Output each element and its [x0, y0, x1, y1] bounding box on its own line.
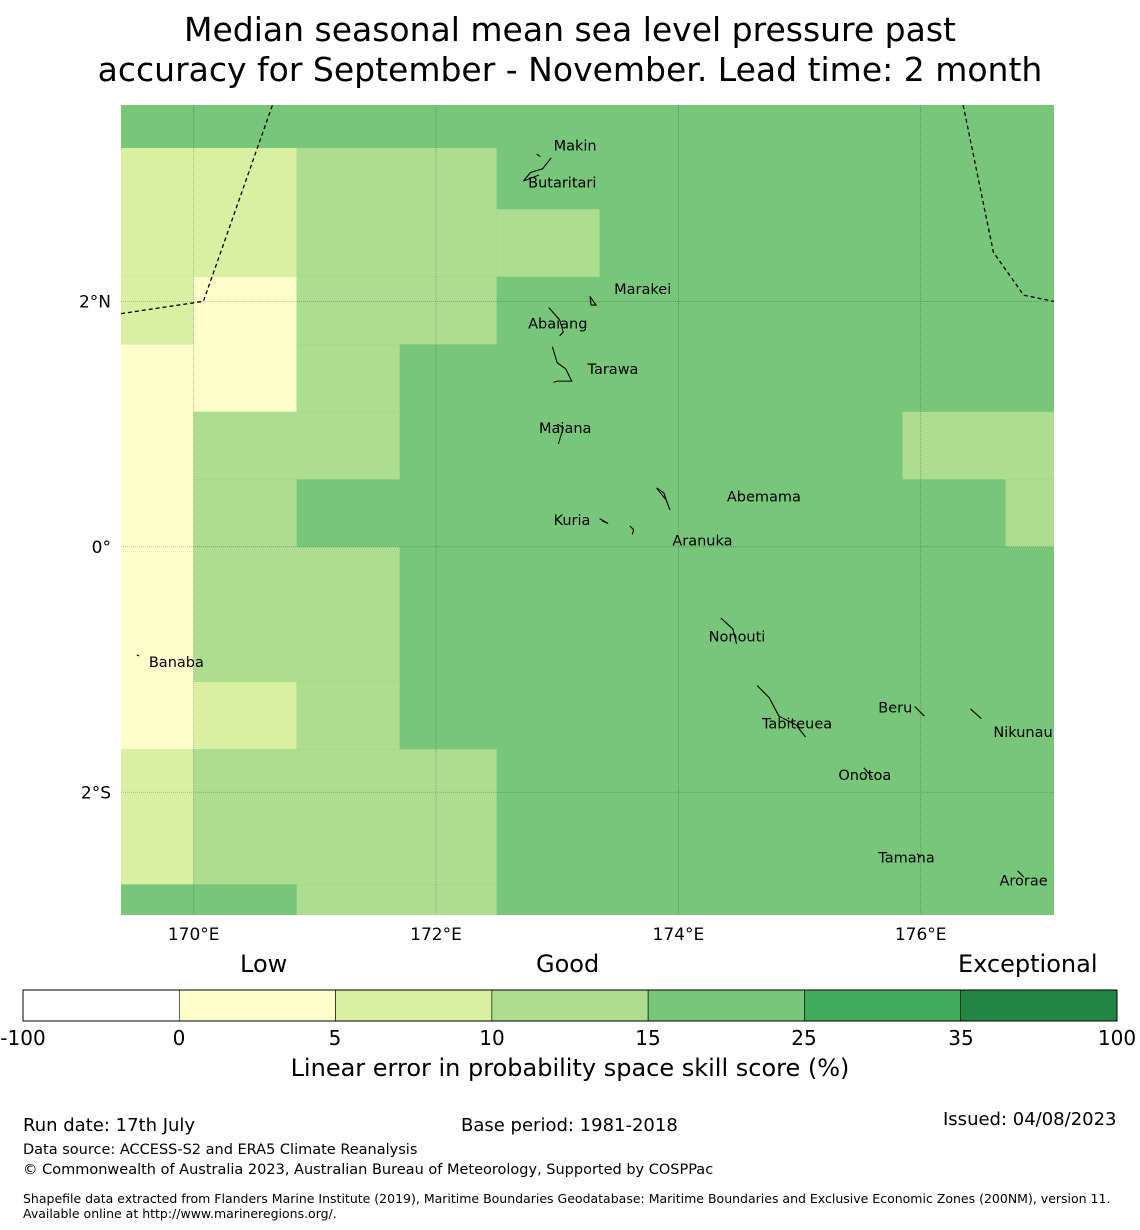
island-outline	[1017, 870, 1025, 878]
colorbar-segment	[335, 989, 493, 1022]
issued-date: Issued: 04/08/2023	[943, 1109, 1117, 1130]
grid-cell	[296, 344, 400, 412]
colorbar-frame	[22, 989, 1118, 1022]
copyright-notice: © Commonwealth of Australia 2023, Austra…	[23, 1162, 714, 1178]
island-label: Marakei	[614, 282, 671, 298]
island-outline	[599, 518, 609, 525]
grid-cell	[193, 749, 497, 885]
x-tick-label: 176°E	[895, 925, 947, 945]
grid-cell	[121, 344, 194, 750]
base-period: Base period: 1981-2018	[461, 1115, 678, 1136]
island-outline	[589, 296, 598, 306]
island-label: Maiana	[539, 421, 591, 437]
island-label: Tarawa	[587, 362, 639, 378]
grid-cell	[296, 276, 497, 345]
island-outline	[551, 346, 573, 383]
colorbar-tick-label: 5	[328, 1026, 342, 1050]
colorbar-segment	[491, 989, 649, 1022]
grid-cell	[193, 276, 297, 412]
grid-cell	[296, 681, 400, 750]
island-label: Beru	[878, 701, 912, 717]
grid-cell	[121, 749, 194, 885]
y-tick-label: 0°	[92, 538, 111, 558]
colorbar-segment	[960, 989, 1118, 1022]
colorbar-tick-label: -100	[0, 1026, 46, 1050]
island-outline	[522, 157, 552, 182]
eez-boundary-line	[962, 104, 1055, 303]
title-line-1: Median seasonal mean sea level pressure …	[184, 10, 956, 49]
colorbar-tick-label: 15	[635, 1026, 661, 1050]
island-label: Nonouti	[709, 629, 766, 645]
data-source: Data source: ACCESS-S2 and ERA5 Climate …	[23, 1142, 418, 1158]
shapefile-credit: Shapefile data extracted from Flanders M…	[23, 1191, 1111, 1221]
grid-cell	[296, 147, 497, 277]
island-outline	[916, 853, 922, 858]
x-tick-label: 172°E	[410, 925, 462, 945]
grid-cell	[193, 411, 400, 480]
x-tick-label: 174°E	[653, 925, 705, 945]
colorbar-tick-label: 0	[172, 1026, 186, 1050]
grid-cell	[496, 209, 600, 277]
colorbar-segment	[22, 989, 180, 1022]
grid-cell	[902, 411, 1054, 480]
island-outline	[629, 525, 635, 535]
grid-cell	[193, 479, 297, 547]
legend-exceptional-label: Exceptional	[958, 950, 1098, 978]
colorbar-segment	[178, 989, 336, 1022]
island-outline	[136, 654, 140, 657]
island-label: Tabiteuea	[761, 717, 832, 733]
island-label: Makin	[554, 139, 597, 155]
colorbar-tick-label: 100	[1097, 1026, 1137, 1050]
island-outline	[863, 767, 873, 778]
island-outline	[720, 617, 738, 644]
island-outline	[656, 487, 671, 511]
y-tick-label: 2°S	[81, 783, 111, 803]
island-label: Arorae	[999, 874, 1047, 890]
island-outline	[548, 307, 564, 337]
island-label: Banaba	[149, 655, 204, 671]
grid-cell	[193, 681, 297, 750]
island-label: Onotoa	[838, 768, 891, 784]
grid-cell	[121, 147, 297, 277]
colorbar-tick-label: 35	[948, 1026, 974, 1050]
colorbar-tick-label: 10	[479, 1026, 505, 1050]
island-outline	[756, 685, 807, 738]
island-outline	[970, 708, 982, 720]
island-label: Tamana	[877, 850, 934, 866]
grid-cell	[296, 884, 497, 915]
island-label: Butaritari	[528, 175, 596, 191]
run-date: Run date: 17th July	[23, 1115, 196, 1136]
y-tick-label: 2°N	[79, 292, 111, 312]
colorbar-title: Linear error in probability space skill …	[290, 1054, 850, 1082]
island-outline	[914, 705, 925, 717]
island-label: Abaiang	[528, 316, 587, 332]
colorbar-segment	[804, 989, 962, 1022]
grid-cell	[193, 546, 400, 682]
colorbar-segment	[647, 989, 805, 1022]
grid-cell	[121, 276, 194, 345]
island-label: Kuria	[554, 513, 591, 529]
island-outline	[556, 423, 564, 444]
chart-title: Median seasonal mean sea level pressure …	[0, 10, 1140, 90]
island-label: Abemama	[727, 490, 801, 506]
colorbar-tick-label: 25	[791, 1026, 817, 1050]
grid-cell	[1005, 479, 1054, 547]
island-label: Aranuka	[672, 534, 732, 550]
legend-good-label: Good	[536, 950, 600, 978]
legend-low-label: Low	[240, 950, 288, 978]
title-line-2: accuracy for September - November. Lead …	[97, 50, 1043, 89]
x-tick-label: 170°E	[168, 925, 220, 945]
island-label: Nikunau	[993, 725, 1052, 741]
island-outline	[536, 153, 541, 158]
